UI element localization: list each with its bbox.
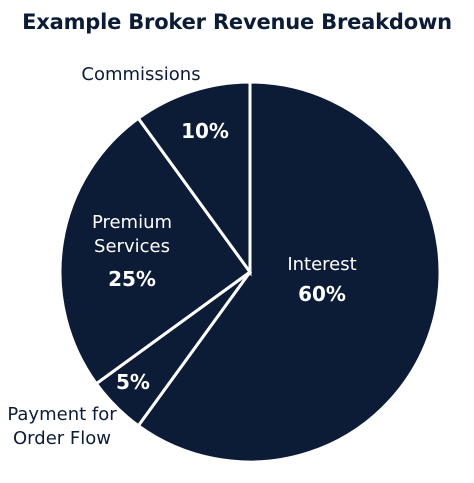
- pie-slice-interest: [136, 80, 442, 464]
- slice-label-commissions: Commissions: [81, 64, 200, 85]
- pie-slice-commissions: [136, 80, 252, 277]
- slice-label-interest: Interest: [287, 254, 356, 275]
- chart-title: Example Broker Revenue Breakdown: [22, 10, 452, 34]
- slice-value-commissions: 10%: [181, 119, 229, 143]
- slice-value-payment-for-order-flow: 5%: [116, 370, 150, 394]
- pie-slice-premium-services: [58, 116, 253, 386]
- slice-label-payment-for-order-flow: Payment for Order Flow: [7, 404, 117, 449]
- slice-value-interest: 60%: [298, 282, 346, 306]
- slice-value-premium-services: 25%: [108, 267, 156, 291]
- slice-label-premium-services: Premium Services: [92, 212, 172, 257]
